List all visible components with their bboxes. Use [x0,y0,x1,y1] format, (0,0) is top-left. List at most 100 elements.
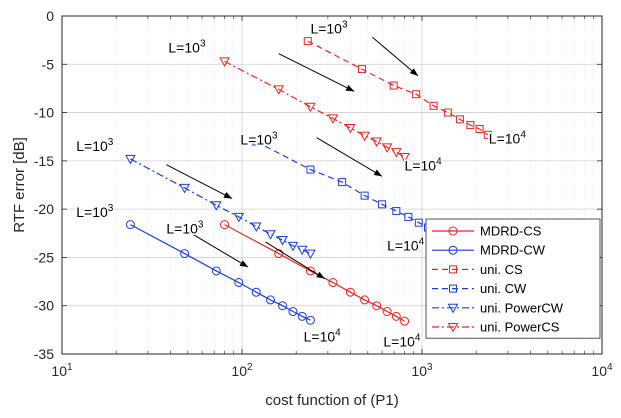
circle-marker [400,316,410,326]
series-line [130,224,311,321]
legend-item: uni. CW [432,281,527,296]
square-marker [404,212,413,221]
circle-marker [180,249,190,259]
annotation-label: L=104 [383,332,421,349]
circle-marker [297,311,307,321]
annotation-label: L=103 [76,137,114,154]
x-tick-label: 104 [591,362,613,379]
square-marker [449,265,457,274]
legend-item: MDRD-CS [432,224,542,239]
annotation-label: L=103 [166,219,204,236]
annotation-label: L=104 [304,327,342,344]
annotation-label: L=103 [310,19,348,36]
circle-marker [305,315,315,325]
triangle-marker [305,249,316,260]
triangle-marker [390,148,402,158]
annotation-label: L=103 [76,203,114,220]
square-marker [389,81,398,90]
circle-marker [266,295,276,305]
square-marker [378,200,387,209]
legend-item: uni. CS [432,262,523,277]
triangle-marker [447,323,459,333]
series-mdrd-cs [220,220,410,326]
x-axis-label: cost function of (P1) [265,392,398,409]
y-tick-label: 0 [46,8,54,24]
series-line [130,158,311,255]
annotation-arrows [166,36,419,280]
circle-marker [382,307,392,317]
legend: MDRD-CS MDRD-CW uni. CS uni. CW uni. PowerCW… [425,218,601,339]
triangle-marker [399,152,410,163]
arrow-head [373,169,383,177]
triangle-marker [250,222,262,233]
y-tick-label: -30 [34,298,54,314]
square-marker [360,191,369,200]
series-uni-cs [303,37,492,139]
y-tick-label: -35 [34,346,54,362]
square-marker [455,115,464,124]
y-axis-label: RTF error [dB] [11,137,28,233]
circle-marker [391,311,401,321]
triangle-marker [273,85,285,95]
y-tick-label: -10 [34,105,54,121]
square-marker [412,90,421,99]
triangle-marker [359,131,370,142]
arrow-head [409,68,418,76]
series-line [224,224,405,322]
legend-label: MDRD-CS [480,224,542,239]
series-uni-powercs [219,57,410,163]
circle-marker [234,278,244,288]
triangle-marker [296,245,308,256]
y-tick-label: -20 [34,201,54,217]
legend-label: uni. CS [480,262,523,277]
circle-marker [278,301,288,311]
square-marker [303,37,312,46]
arrow-head [345,84,355,92]
arrow-head [223,192,233,199]
triangle-marker [447,303,459,314]
plot-frame [61,15,603,355]
triangle-marker [345,124,356,134]
triangle-marker [287,241,299,252]
triangle-marker [265,230,276,240]
circle-marker [274,249,284,259]
triangle-marker [305,102,316,113]
triangle-marker [277,236,288,246]
arrow-line [278,53,355,92]
circle-marker [211,266,221,276]
y-tick-label: -5 [42,56,55,72]
annotation-label: L=104 [489,129,527,146]
y-tick-label: -25 [34,249,54,265]
legend-label: uni. PowerCW [480,300,564,315]
circle-marker [372,301,382,311]
arrow-line [184,228,249,268]
circle-marker [288,307,298,317]
square-marker [357,65,366,74]
legend-label: uni. CW [480,281,527,296]
circle-marker [220,220,230,230]
arrow-head [239,260,249,268]
square-marker [338,178,347,187]
annotation-label: L=104 [387,237,425,254]
annotation-label: L=104 [405,157,443,174]
axis-ticks: 101 102 103 104 -35 -30 -25 -20 -15 -10 -5 0 [34,8,613,379]
circle-marker [328,278,338,288]
annotations: L=103 L=103 L=103 L=103 L=103 L=103 L=104 L=104… [75,18,528,351]
square-marker [429,101,438,110]
y-tick-label: -15 [34,153,54,169]
arrow-line [265,241,325,280]
triangle-marker [210,201,222,211]
square-marker [483,130,492,139]
legend-item: MDRD-CW [432,243,546,258]
square-marker [252,137,261,146]
triangle-marker [327,114,339,124]
annotation-label: L=103 [168,39,206,56]
legend-label: uni. PowerCS [480,320,560,335]
triangle-marker [219,57,230,67]
triangle-marker [371,137,383,148]
triangle-marker [179,183,190,194]
x-tick-label: 101 [51,362,73,379]
circle-marker [448,226,458,236]
